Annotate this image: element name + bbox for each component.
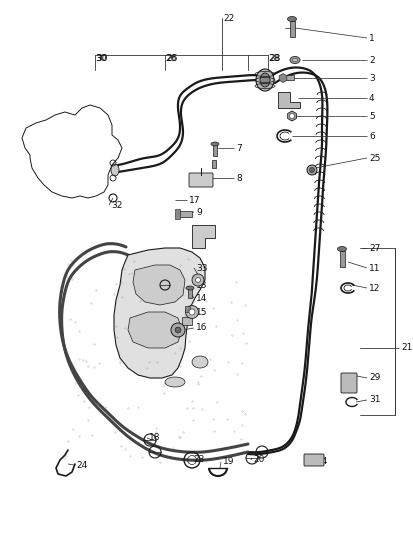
Ellipse shape [255,69,273,91]
Text: 17: 17 [189,195,200,204]
Text: 26: 26 [166,53,177,62]
Circle shape [309,167,314,173]
Ellipse shape [111,164,119,176]
Text: 20: 20 [252,456,264,464]
Circle shape [175,327,180,333]
Circle shape [306,165,316,175]
Text: 19: 19 [223,457,234,466]
FancyBboxPatch shape [303,454,323,466]
Text: 33: 33 [195,264,207,273]
Bar [182,317,192,325]
Bar [175,209,180,219]
Text: 8: 8 [235,173,241,182]
Text: 13: 13 [195,280,207,289]
Text: 15: 15 [195,308,207,316]
Bar [211,160,216,168]
Ellipse shape [165,377,185,387]
Bar [185,306,190,312]
Polygon shape [114,248,204,378]
Ellipse shape [289,56,299,63]
Text: 32: 32 [111,201,122,209]
Text: 28: 28 [268,53,280,62]
Ellipse shape [192,356,207,368]
Circle shape [289,114,294,118]
Text: 25: 25 [368,153,380,162]
Text: 34: 34 [315,457,327,466]
Polygon shape [192,225,214,248]
Circle shape [171,323,185,337]
Text: 31: 31 [368,395,380,405]
Text: 22: 22 [223,13,234,23]
Text: 9: 9 [195,208,201,216]
Text: 18: 18 [149,434,160,442]
Text: 10: 10 [195,233,207,243]
Bar [279,75,293,80]
Text: 11: 11 [368,264,380,273]
Text: 1: 1 [368,33,374,43]
Ellipse shape [185,286,194,290]
Bar [188,288,192,298]
Text: 21: 21 [400,343,411,352]
Ellipse shape [337,246,346,251]
Text: 30: 30 [96,53,107,62]
Text: 6: 6 [368,131,374,140]
Text: 4: 4 [368,94,374,103]
Text: 29: 29 [368,373,380,383]
Ellipse shape [287,17,296,22]
Polygon shape [277,92,299,108]
Ellipse shape [211,142,218,146]
Polygon shape [22,105,122,198]
Text: 30: 30 [95,53,106,62]
Text: 7: 7 [235,144,241,152]
Bar [178,211,192,217]
Circle shape [195,278,200,282]
Text: 24: 24 [76,461,87,470]
Text: 3: 3 [368,74,374,82]
Polygon shape [133,265,185,305]
Ellipse shape [259,73,269,87]
Text: 27: 27 [368,244,380,252]
Circle shape [185,306,198,318]
Text: 23: 23 [192,456,204,464]
Text: 5: 5 [368,111,374,121]
Text: 26: 26 [165,53,176,62]
Circle shape [189,309,195,315]
Circle shape [192,274,204,286]
Bar [339,251,344,267]
Text: 28: 28 [267,53,279,62]
FancyBboxPatch shape [340,373,356,393]
Ellipse shape [292,58,297,62]
Bar [289,21,294,37]
Text: 16: 16 [195,323,207,332]
Text: 2: 2 [368,55,374,65]
Text: 12: 12 [368,284,380,293]
Bar [212,144,216,156]
Polygon shape [128,312,182,348]
FancyBboxPatch shape [189,173,212,187]
Text: 14: 14 [195,294,207,302]
